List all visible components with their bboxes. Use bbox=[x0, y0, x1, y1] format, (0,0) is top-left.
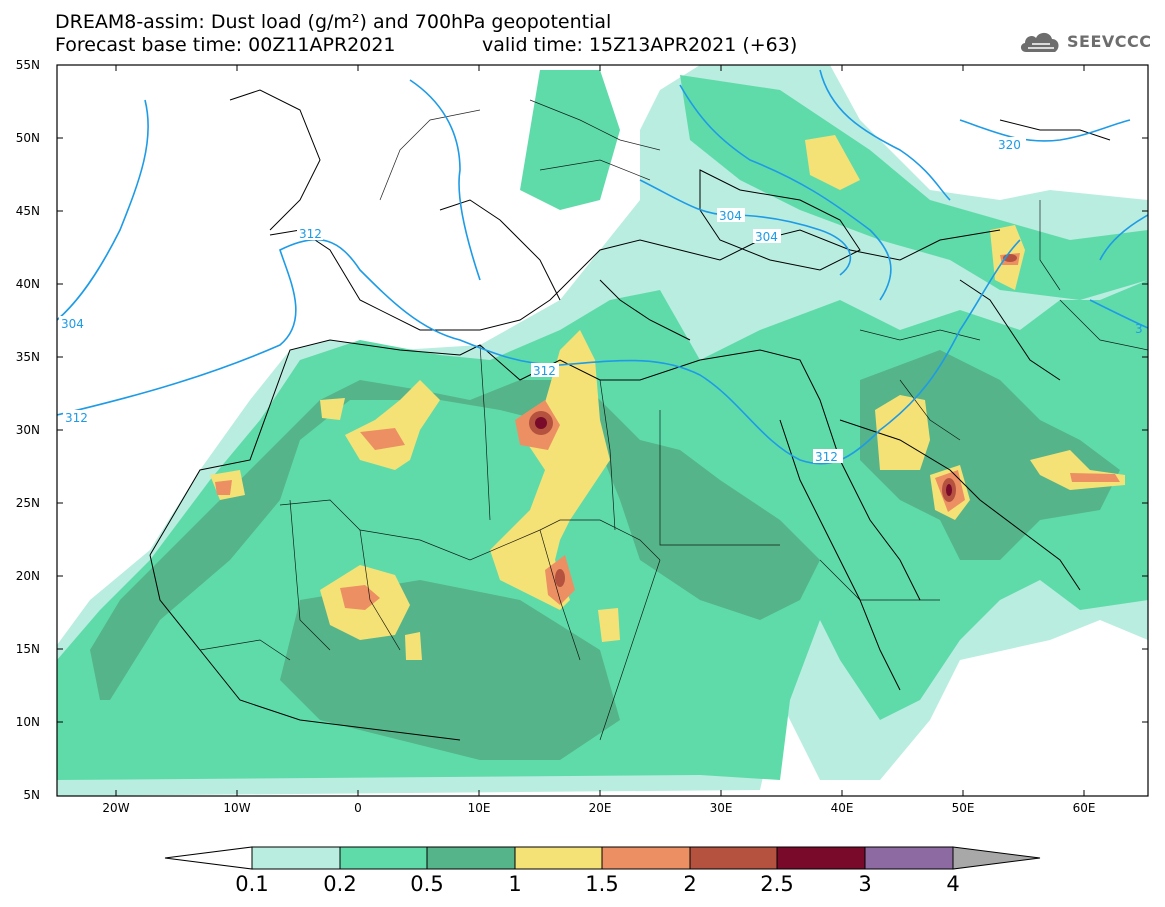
dust-patch-3 bbox=[345, 380, 440, 470]
lat-label: 5N bbox=[23, 788, 40, 802]
lat-label: 15N bbox=[15, 642, 40, 656]
lat-label: 10N bbox=[15, 715, 40, 729]
dust-region-0.5 bbox=[90, 380, 820, 700]
dust-patch-red-3 bbox=[340, 585, 380, 610]
lat-label: 20N bbox=[15, 569, 40, 583]
lat-label: 45N bbox=[15, 204, 40, 218]
colorbar-bin bbox=[251, 846, 341, 870]
forecast-time-line: Forecast base time: 00Z11APR2021 valid ti… bbox=[55, 34, 797, 56]
lon-label: 10W bbox=[223, 801, 251, 815]
dust-region-0.2-east bbox=[680, 75, 1148, 300]
contour-label: 312 bbox=[65, 411, 88, 425]
lat-label: 35N bbox=[15, 350, 40, 364]
colorbar-tick-label: 3 bbox=[858, 872, 872, 896]
dust-patch-11 bbox=[598, 608, 620, 642]
dust-patch-7 bbox=[805, 135, 860, 190]
colorbar-tick-label: 1.5 bbox=[585, 872, 619, 896]
seevccc-logo: SEEVCCC bbox=[1018, 26, 1152, 56]
lon-label: 40E bbox=[830, 801, 854, 815]
dust-patch-12 bbox=[405, 632, 422, 660]
contour-label: 304 bbox=[719, 209, 742, 223]
contour-label: 312 bbox=[815, 450, 838, 464]
lat-label: 50N bbox=[15, 131, 40, 145]
lon-label: 50E bbox=[951, 801, 975, 815]
colorbar-bin bbox=[514, 846, 603, 870]
contour-label: 3 bbox=[1135, 322, 1143, 336]
colorbar-bin bbox=[339, 846, 428, 870]
colorbar-bin bbox=[426, 846, 516, 870]
base-time: Forecast base time: 00Z11APR2021 bbox=[55, 34, 396, 56]
contour-label: 304 bbox=[61, 317, 84, 331]
colorbar-tick-label: 0.1 bbox=[235, 872, 269, 896]
axis-ticks bbox=[57, 65, 1148, 796]
colorbar-tick-label: 1 bbox=[508, 872, 522, 896]
country-borders bbox=[199, 99, 1148, 741]
colorbar-tick-label: 0.2 bbox=[323, 872, 357, 896]
colorbar-under bbox=[164, 846, 253, 870]
colorbar-bin bbox=[601, 846, 691, 870]
colorbar-tick-label: 2.5 bbox=[760, 872, 794, 896]
dust-region-0.2-north bbox=[520, 70, 620, 210]
lon-label: 20W bbox=[102, 801, 130, 815]
contour-label: 312 bbox=[533, 364, 556, 378]
lat-label: 40N bbox=[15, 277, 40, 291]
dust-patch-10 bbox=[320, 398, 345, 420]
dust-patch-red-6 bbox=[1070, 473, 1120, 482]
contour-label: 312 bbox=[299, 227, 322, 241]
chart-title: DREAM8-assim: Dust load (g/m²) and 700hP… bbox=[55, 11, 612, 33]
colorbar-tick-label: 4 bbox=[946, 872, 960, 896]
lon-label: 20E bbox=[588, 801, 612, 815]
lon-label: 30E bbox=[709, 801, 733, 815]
lon-label: 60E bbox=[1072, 801, 1096, 815]
cloud-icon bbox=[1020, 32, 1059, 52]
colorbar-bin bbox=[776, 846, 866, 870]
dust-patch-4 bbox=[875, 395, 930, 470]
dust-core-1-max bbox=[535, 417, 547, 429]
colorbar bbox=[164, 846, 1041, 870]
colorbar-over bbox=[952, 846, 1041, 870]
lon-label: 10E bbox=[467, 801, 491, 815]
colorbar-tick-label: 2 bbox=[683, 872, 697, 896]
lat-label: 55N bbox=[15, 58, 40, 72]
contour-label: 304 bbox=[755, 230, 778, 244]
valid-time: valid time: 15Z13APR2021 (+63) bbox=[482, 34, 798, 56]
dust-patch-red-7 bbox=[215, 480, 232, 495]
dust-core-4 bbox=[555, 569, 565, 587]
logo-text: SEEVCCC bbox=[1067, 31, 1152, 51]
lat-label: 30N bbox=[15, 423, 40, 437]
contour-label: 320 bbox=[998, 138, 1021, 152]
colorbar-tick-label: 0.5 bbox=[410, 872, 444, 896]
dust-patch-1 bbox=[490, 330, 610, 610]
colorbar-bin bbox=[689, 846, 778, 870]
lat-label: 25N bbox=[15, 496, 40, 510]
dust-patch-red-4 bbox=[360, 428, 405, 450]
dust-core-2-max bbox=[946, 484, 952, 496]
colorbar-bin bbox=[864, 846, 954, 870]
lon-label: 0 bbox=[354, 801, 362, 815]
